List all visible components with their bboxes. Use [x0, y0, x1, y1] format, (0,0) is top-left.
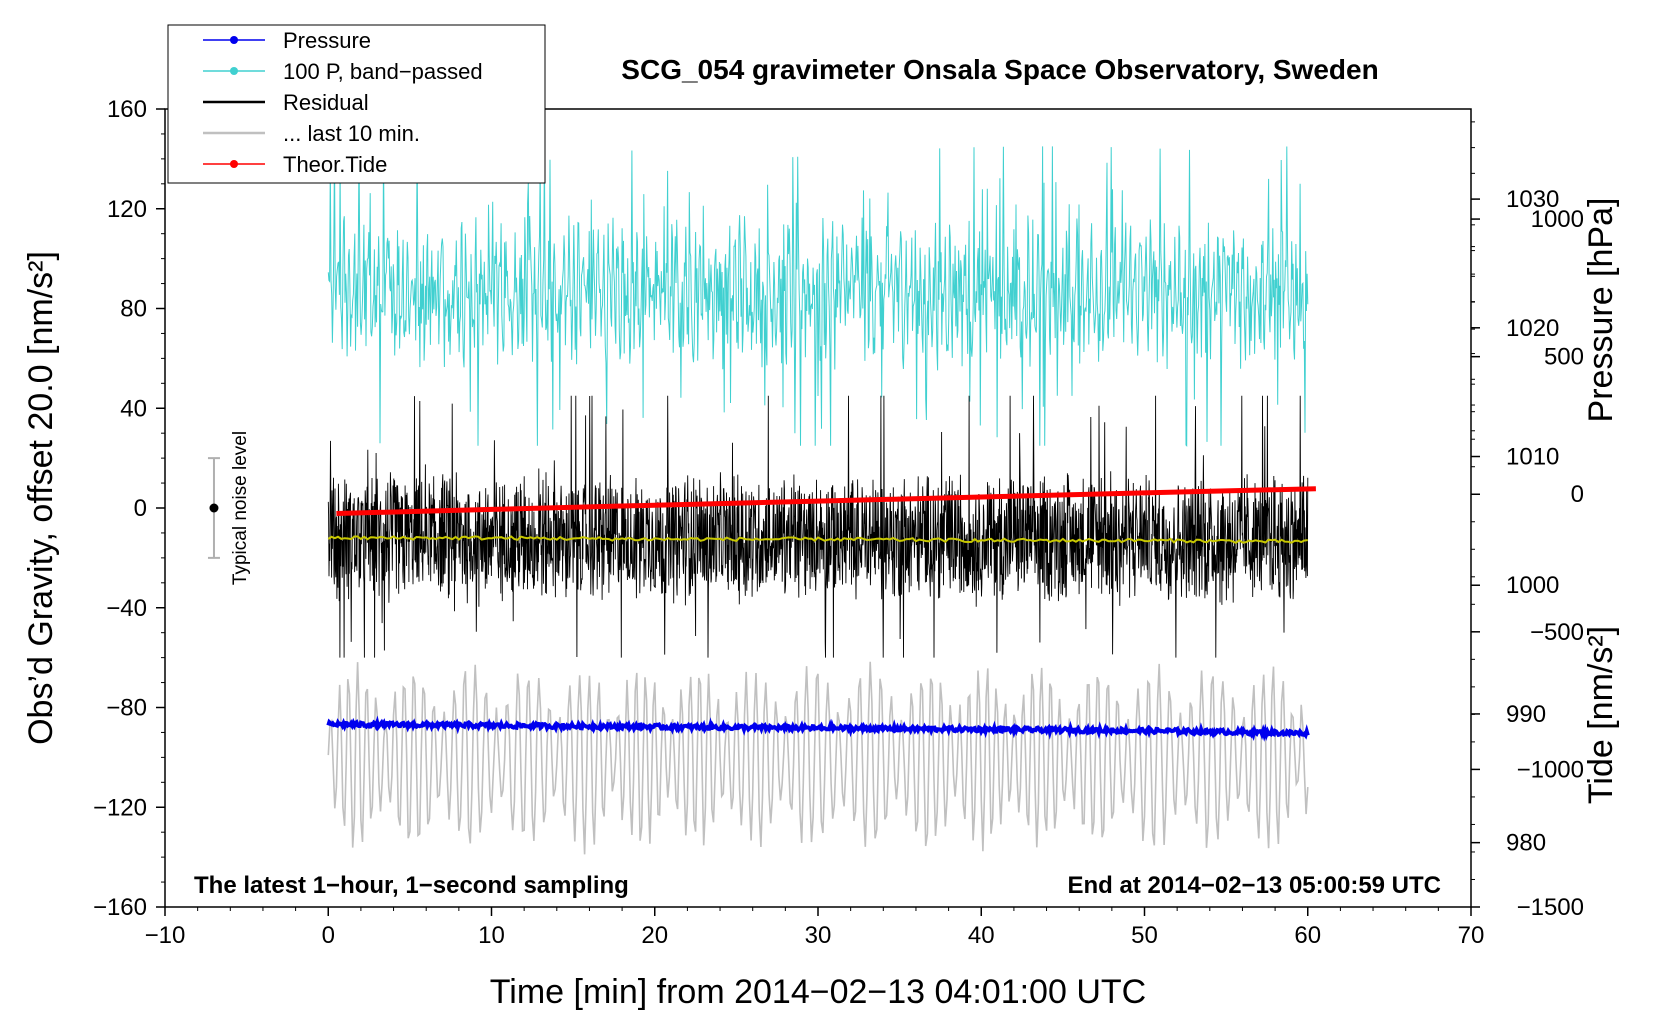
y-tick-label: 120 — [107, 196, 147, 223]
x-tick-label: −10 — [145, 922, 186, 949]
legend-box — [167, 24, 546, 184]
noise-bar-dot — [209, 503, 219, 513]
pressure-tick-label: 980 — [1506, 830, 1546, 857]
legend-marker — [230, 36, 238, 44]
axes-layer: −10 0 10 20 30 40 50 60 7016012080400−40−80−120−… — [93, 96, 1584, 949]
pressure-tick-label: 1010 — [1506, 444, 1559, 471]
x-tick-label: 20 — [641, 922, 668, 949]
series-band-passed-pressure — [327, 146, 1309, 447]
y-tick-label: −160 — [93, 894, 147, 921]
series-pressure — [326, 715, 1310, 742]
x-tick-label: 70 — [1458, 922, 1485, 949]
pressure-tick-label: 1000 — [1506, 572, 1559, 599]
y-tick-label: 40 — [120, 395, 147, 422]
tide-tick-label: −1000 — [1517, 756, 1584, 783]
annotation-right-note: End at 2014−02−13 05:00:59 UTC — [1067, 872, 1441, 899]
tide-tick-label: 500 — [1544, 344, 1584, 371]
y-tick-label: 80 — [120, 296, 147, 323]
annotation-left-note: The latest 1−hour, 1−second sampling — [194, 872, 629, 899]
y-axis-title-left: Obs’d Gravity, offset 20.0 [nm/s²] — [22, 251, 60, 745]
y-axis-title-tide: Tide [nm/s²] — [1582, 626, 1620, 804]
series-residual-smoothed — [327, 535, 1308, 544]
tide-tick-label: −500 — [1530, 619, 1584, 646]
legend-label: ... last 10 min. — [283, 121, 420, 146]
series-last-10-min — [327, 661, 1309, 855]
tide-tick-label: 1000 — [1531, 206, 1584, 233]
x-tick-label: 30 — [805, 922, 832, 949]
pressure-tick-label: 990 — [1506, 701, 1546, 728]
x-axis-title: Time [min] from 2014−02−13 04:01:00 UTC — [490, 973, 1146, 1011]
pressure-tick-label: 1020 — [1506, 315, 1559, 342]
series-residual — [327, 395, 1309, 658]
y-tick-label: 0 — [134, 495, 147, 522]
tide-tick-label: −1500 — [1517, 894, 1584, 921]
noise-level-label: Typical noise level — [230, 431, 251, 585]
x-tick-label: 10 — [478, 922, 505, 949]
chart-title: SCG_054 gravimeter Onsala Space Observat… — [621, 54, 1378, 85]
x-tick-label: 50 — [1131, 922, 1158, 949]
tide-tick-label: 0 — [1571, 481, 1584, 508]
x-tick-label: 60 — [1294, 922, 1321, 949]
y-tick-label: −120 — [93, 794, 147, 821]
series-theoretical-tide — [336, 486, 1316, 516]
x-tick-label: 0 — [322, 922, 335, 949]
legend-label: Residual — [283, 90, 369, 115]
y-tick-label: 160 — [107, 96, 147, 123]
legend-label: Theor.Tide — [283, 152, 387, 177]
legend-marker — [230, 160, 238, 168]
series-layer — [207, 146, 1316, 855]
legend-label: Pressure — [283, 28, 371, 53]
pressure-tick-label: 1030 — [1506, 186, 1559, 213]
x-tick-label: 40 — [968, 922, 995, 949]
y-tick-label: −80 — [106, 695, 147, 722]
y-axis-title-pressure: Pressure [hPa] — [1582, 198, 1620, 423]
legend: Pressure 100 P, band−passed Residual ... la… — [167, 24, 546, 184]
legend-label: 100 P, band−passed — [283, 59, 483, 84]
y-tick-label: −40 — [106, 595, 147, 622]
legend-marker — [230, 67, 238, 75]
